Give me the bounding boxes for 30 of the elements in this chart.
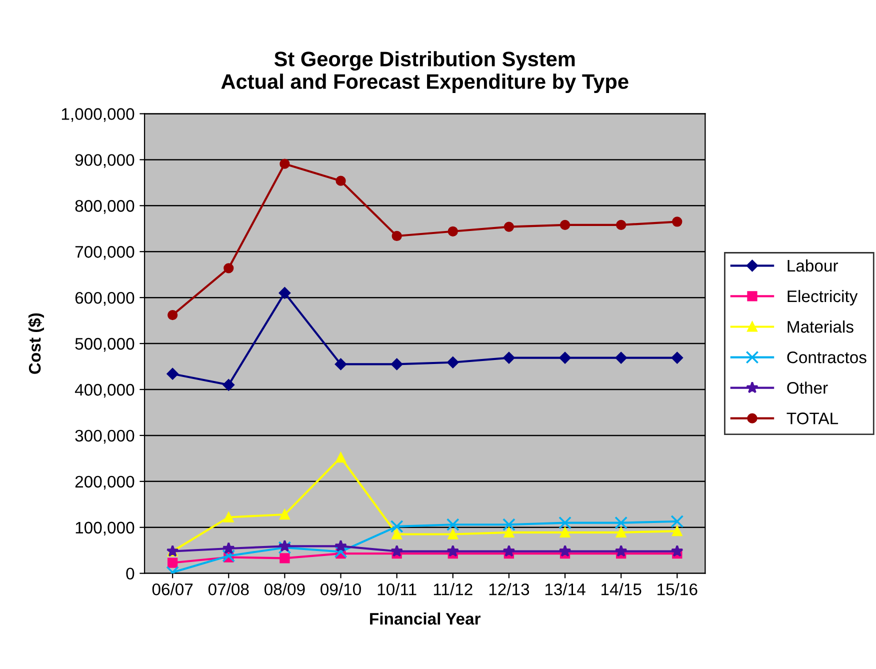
- x-tick-label: 14/15: [602, 583, 642, 596]
- y-tick-label: 200,000: [75, 476, 134, 490]
- y-tick-label: 800,000: [75, 200, 134, 214]
- x-tick-label: 08/09: [264, 583, 305, 596]
- x-axis-title: Financial Year: [370, 612, 481, 625]
- legend-label: TOTAL: [786, 412, 838, 424]
- chart-title: St George Distribution System Actual and Forecast Expenditure by Type: [221, 51, 628, 94]
- x-tick-label: 07/08: [208, 583, 249, 596]
- legend-label: Contractos: [787, 351, 866, 364]
- y-tick-label: 0: [126, 568, 134, 580]
- legend-label: Labour: [788, 259, 838, 272]
- y-tick-label: 300,000: [75, 430, 134, 444]
- x-tick-label: 15/16: [658, 583, 698, 596]
- x-tick-label: 10/11: [378, 583, 416, 596]
- y-tick-label: 100,000: [76, 522, 134, 536]
- y-tick-label: 500,000: [75, 338, 134, 352]
- legend-label: Other: [787, 382, 828, 394]
- x-tick-label: 06/07: [152, 583, 193, 596]
- y-tick-label: 1,000,000: [62, 108, 134, 122]
- y-tick-label: 600,000: [75, 292, 134, 306]
- y-tick-label: 400,000: [74, 384, 134, 398]
- x-tick-label: 11/12: [434, 583, 472, 596]
- x-tick-label: 09/10: [320, 583, 361, 596]
- x-tick-label: 13/14: [545, 583, 586, 596]
- legend-label: Materials: [788, 320, 854, 333]
- x-tick-label: 12/13: [489, 583, 530, 596]
- y-tick-label: 700,000: [75, 246, 134, 260]
- y-tick-label: 900,000: [75, 154, 134, 168]
- legend-label: Electricity: [788, 290, 858, 306]
- y-axis-title: Cost ($): [28, 313, 44, 374]
